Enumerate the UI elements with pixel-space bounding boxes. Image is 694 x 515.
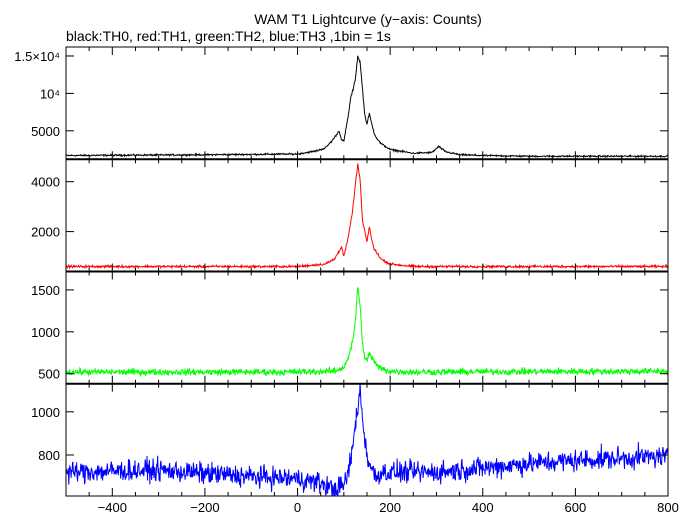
x-tick-label: 800: [657, 500, 679, 515]
panel-frame: [65, 158, 669, 272]
panel-frame: [65, 271, 669, 385]
series-line-th1: [66, 163, 668, 270]
chart-title: WAM T1 Lightcurve (y−axis: Counts): [254, 11, 482, 27]
panel-th0: 5000 10⁴ 1.5×10⁴: [14, 46, 669, 160]
x-tick-label: 0: [294, 500, 301, 515]
y-tick-label: 5000: [31, 124, 60, 139]
x-tick-label: 400: [472, 500, 494, 515]
y-tick-label: 1000: [31, 405, 60, 420]
series-line-th2: [66, 287, 668, 378]
series-line-th3: [66, 383, 668, 496]
x-tick-label: 200: [379, 500, 401, 515]
x-tick-label: 600: [565, 500, 587, 515]
x-tick-label: −200: [190, 500, 219, 515]
panels-group: 5000 10⁴ 1.5×10⁴ 2000 4000 500 1000 1500 800 1000: [14, 46, 669, 497]
y-tick-label: 800: [38, 448, 60, 463]
panel-th2: 500 1000 1500: [31, 270, 669, 385]
y-tick-label: 1000: [31, 325, 60, 340]
y-tick-label: 10⁴: [40, 86, 60, 101]
x-tick-label: −400: [98, 500, 127, 515]
y-tick-label: 1.5×10⁴: [14, 49, 60, 64]
y-tick-label: 2000: [31, 225, 60, 240]
y-tick-label: 1500: [31, 283, 60, 298]
panel-th1: 2000 4000: [31, 158, 669, 272]
panel-th3: 800 1000: [31, 382, 669, 497]
chart-subtitle: black:TH0, red:TH1, green:TH2, blue:TH3 …: [66, 28, 391, 44]
y-tick-label: 500: [38, 367, 60, 382]
panel-frame: [65, 46, 669, 160]
y-tick-label: 4000: [31, 175, 60, 190]
series-line-th0: [66, 55, 668, 159]
x-axis: −400 −200 0 200 400 600 800: [98, 500, 679, 515]
